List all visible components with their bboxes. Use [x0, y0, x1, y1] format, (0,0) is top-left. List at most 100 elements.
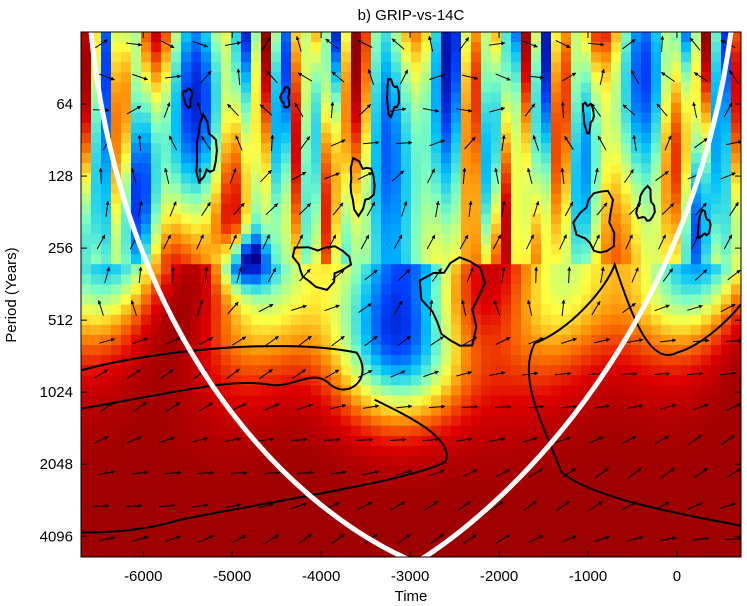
heatmap-cell: [261, 132, 272, 144]
heatmap-cell: [691, 324, 702, 336]
heatmap-cell: [471, 143, 482, 154]
heatmap-cell: [81, 233, 92, 245]
heatmap-cell: [631, 72, 642, 84]
heatmap-cell: [531, 445, 542, 457]
heatmap-cell: [561, 405, 572, 417]
heatmap-cell: [191, 173, 202, 185]
heatmap-cell: [141, 233, 152, 245]
phase-arrow: [720, 502, 736, 510]
heatmap-cell: [411, 52, 422, 63]
heatmap-cell: [681, 486, 692, 498]
heatmap-cell: [441, 526, 452, 538]
heatmap-cell: [701, 445, 712, 457]
heatmap-cell: [551, 42, 562, 53]
heatmap-cell: [661, 516, 672, 528]
heatmap-cell: [331, 92, 342, 104]
heatmap-cell: [631, 496, 642, 508]
heatmap-cell: [501, 223, 512, 235]
heatmap-cell: [511, 506, 522, 518]
heatmap-cell: [231, 72, 242, 84]
phase-arrow: [131, 167, 137, 184]
heatmap-cell: [511, 132, 522, 144]
heatmap-cell: [131, 314, 142, 326]
heatmap-cell: [161, 213, 172, 225]
heatmap-cell: [321, 355, 332, 366]
heatmap-cell: [461, 163, 472, 174]
heatmap-cell: [391, 132, 402, 144]
heatmap-cell: [501, 506, 512, 518]
heatmap-cell: [491, 153, 502, 164]
heatmap-cell: [511, 324, 522, 336]
phase-arrow: [430, 336, 445, 346]
heatmap-cell: [541, 516, 552, 528]
heatmap-cell: [311, 486, 322, 498]
heatmap-cell: [611, 112, 622, 124]
phase-arrow: [192, 503, 209, 508]
heatmap-cell: [181, 62, 192, 73]
heatmap-cell: [291, 314, 302, 326]
heatmap-cell: [711, 274, 722, 286]
heatmap-cell: [541, 476, 552, 487]
heatmap-cell: [641, 254, 652, 265]
heatmap-cell: [731, 395, 741, 407]
heatmap-cell: [701, 546, 712, 557]
heatmap-cell: [501, 274, 512, 286]
heatmap-cell: [291, 163, 302, 174]
heatmap-cell: [291, 82, 302, 94]
heatmap-cell: [731, 153, 741, 164]
phase-arrow: [165, 535, 181, 543]
phase-arrow: [461, 299, 467, 316]
heatmap-cell: [181, 486, 192, 498]
heatmap-cell: [291, 264, 302, 275]
heatmap-cell: [471, 526, 482, 538]
heatmap-cell: [171, 82, 182, 94]
heatmap-cell: [131, 52, 142, 63]
heatmap-cell: [731, 506, 741, 518]
heatmap-cell: [181, 143, 192, 154]
heatmap-cell: [291, 385, 302, 397]
heatmap-cell: [221, 294, 232, 306]
heatmap-cell: [581, 526, 592, 538]
heatmap-cell: [81, 62, 92, 73]
heatmap-cell: [441, 435, 452, 447]
heatmap-cell: [251, 173, 262, 185]
phase-arrow: [532, 135, 540, 151]
heatmap-cell: [281, 264, 292, 275]
heatmap-cell: [721, 304, 732, 316]
heatmap-cell: [251, 546, 262, 557]
heatmap-cell: [391, 415, 402, 427]
heatmap-cell: [701, 324, 712, 336]
heatmap-cell: [451, 223, 462, 235]
heatmap-cell: [541, 233, 552, 245]
phase-arrow: [391, 38, 405, 50]
heatmap-cell: [481, 173, 492, 185]
heatmap-cell: [561, 143, 572, 154]
phase-arrow: [430, 533, 444, 545]
heatmap-cell: [651, 264, 662, 275]
heatmap-cell: [471, 314, 482, 326]
heatmap-cell: [121, 122, 132, 134]
heatmap-cell: [461, 112, 472, 124]
heatmap-cell: [231, 506, 242, 518]
heatmap-cell: [221, 153, 232, 164]
heatmap-cell: [91, 506, 102, 518]
significance-contour: [527, 342, 741, 527]
y-tick-label: 256: [48, 240, 73, 257]
heatmap-cell: [591, 324, 602, 336]
heatmap-cell: [181, 466, 192, 477]
heatmap-cell: [321, 203, 332, 215]
heatmap-cell: [611, 365, 622, 376]
heatmap-cell: [361, 385, 372, 397]
heatmap-cell: [391, 42, 402, 53]
heatmap-cell: [241, 92, 252, 104]
heatmap-cell: [301, 456, 312, 467]
heatmap-cell: [111, 274, 122, 286]
heatmap-cell: [381, 324, 392, 336]
heatmap-cell: [201, 415, 212, 427]
heatmap-cell: [91, 456, 102, 467]
heatmap-cell: [601, 92, 612, 104]
heatmap-cell: [311, 32, 322, 43]
heatmap-cell: [301, 254, 312, 265]
heatmap-cell: [601, 62, 612, 73]
heatmap-cell: [541, 314, 552, 326]
